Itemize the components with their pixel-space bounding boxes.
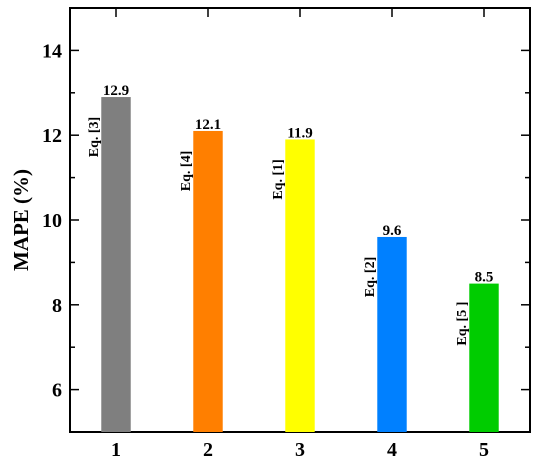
bar-equation-label: Eq. [2] bbox=[363, 257, 378, 297]
data-label: 9.6 bbox=[383, 223, 402, 239]
x-tick-label: 2 bbox=[203, 439, 213, 461]
bar bbox=[377, 236, 407, 432]
bar-equation-label: Eq. [4] bbox=[179, 151, 194, 191]
bar bbox=[285, 139, 315, 432]
bar bbox=[193, 130, 223, 432]
y-tick-label: 10 bbox=[42, 210, 62, 232]
bar-equation-label: Eq. [5 ] bbox=[455, 302, 470, 346]
x-tick-label: 4 bbox=[387, 439, 397, 461]
bar bbox=[469, 283, 499, 432]
data-label: 12.1 bbox=[195, 117, 221, 133]
bar-equation-label: Eq. [1] bbox=[271, 159, 286, 199]
data-label: 11.9 bbox=[287, 125, 312, 141]
axis-ticks bbox=[70, 7, 530, 433]
data-label: 8.5 bbox=[475, 270, 494, 286]
y-tick-label: 6 bbox=[52, 380, 62, 402]
x-tick-label: 1 bbox=[111, 439, 121, 461]
bars bbox=[101, 97, 499, 432]
x-tick-label: 3 bbox=[295, 439, 305, 461]
bar-equation-label: Eq. [3] bbox=[87, 117, 102, 157]
y-tick-label: 8 bbox=[52, 295, 62, 317]
y-tick-label: 12 bbox=[42, 125, 62, 147]
bar bbox=[101, 97, 131, 432]
y-axis-label: MAPE (%) bbox=[9, 169, 33, 271]
y-tick-label: 14 bbox=[42, 40, 62, 62]
data-label: 12.9 bbox=[103, 83, 129, 99]
x-tick-label: 5 bbox=[479, 439, 489, 461]
